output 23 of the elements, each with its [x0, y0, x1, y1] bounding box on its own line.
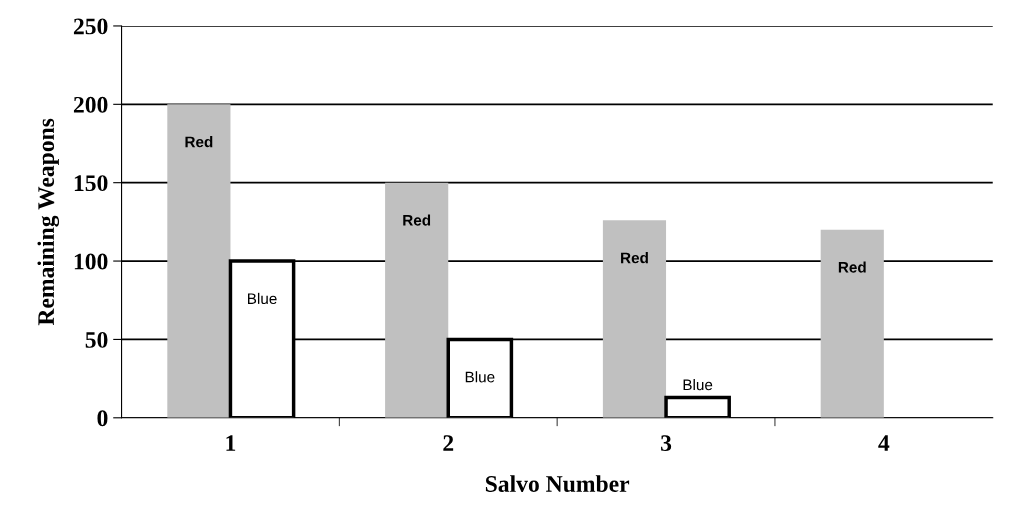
x-tick-label: 2	[443, 435, 454, 451]
x-axis-title: Salvo Number	[485, 475, 630, 492]
y-tick-label: 250	[73, 18, 108, 35]
text: Blue	[248, 292, 277, 305]
bar	[602, 220, 667, 418]
y-tick-label: 200	[73, 96, 108, 113]
y-axis-title: Remaining Weapons	[37, 118, 60, 326]
y-tick-label: 150	[74, 175, 108, 192]
bar	[820, 229, 884, 418]
bar	[167, 104, 231, 418]
series-label: Blue	[683, 379, 713, 391]
y-tick-label: 0	[97, 410, 108, 427]
text: Red	[838, 261, 866, 273]
text: Red	[621, 252, 648, 264]
text: Red	[185, 136, 213, 148]
x-tick-label: 3	[661, 435, 672, 452]
y-tick-label: 100	[74, 253, 108, 270]
y-tick-label: 50	[85, 331, 108, 348]
x-tick-label: 1	[226, 435, 236, 451]
series-label: Red	[403, 214, 431, 226]
text: Blue	[465, 371, 495, 383]
bar	[385, 182, 449, 418]
x-tick-label: 4	[878, 435, 890, 451]
